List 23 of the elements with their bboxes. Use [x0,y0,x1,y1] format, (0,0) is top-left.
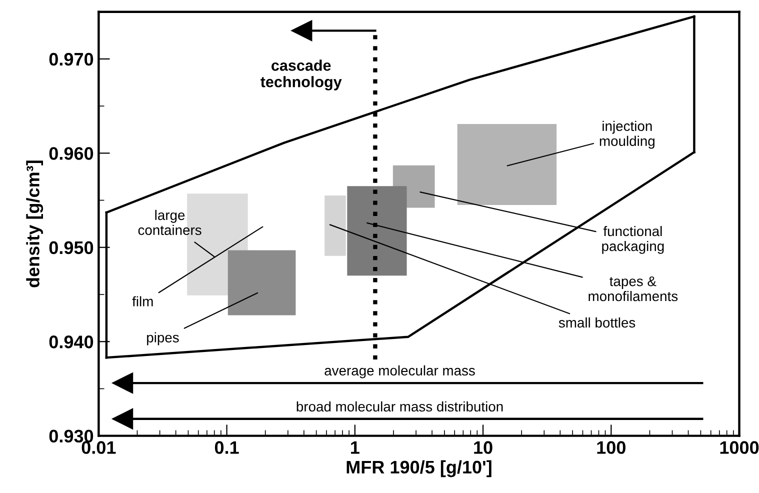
y-tick-label: 0.960 [49,147,94,160]
annotation: broad molecular mass distribution [296,401,503,412]
x-tick-label: 1 [351,441,360,454]
x-tick-label: 10 [474,441,492,454]
x-tick-label: 0.1 [214,441,239,454]
annotation: tapes & monofilaments [588,276,678,302]
annotation: small bottles [558,317,636,328]
annotation: injection moulding [600,120,654,149]
x-tick-label: 1000 [720,441,759,454]
annotation: cascade technology [260,60,342,90]
y-tick-label: 0.930 [49,430,94,443]
y-tick-label: 0.970 [49,52,94,66]
x-axis-title: MFR 190/5 [g/10'] [346,460,492,478]
y-tick-label: 0.940 [49,336,94,348]
x-tick-label: 0.01 [82,441,116,454]
y-tick-label: 0.950 [49,241,94,254]
x-tick-label: 100 [597,441,626,454]
annotation: large containers [138,210,202,236]
annotation: pipes [147,332,179,346]
annotation: average molecular mass [324,365,475,378]
annotation: functional packaging [602,226,664,254]
annotation: film [132,296,153,306]
y-axis-title: density [g/cm³] [26,160,44,288]
